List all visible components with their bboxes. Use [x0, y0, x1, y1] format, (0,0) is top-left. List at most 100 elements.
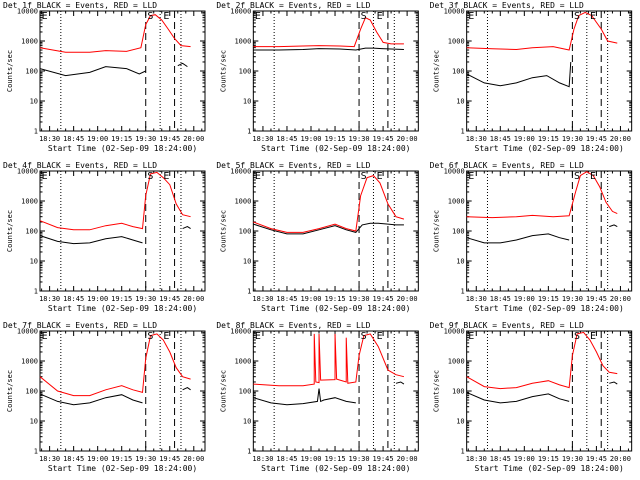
- x-tick-label: 19:45: [159, 455, 180, 463]
- y-axis-label: Counts/sec: [6, 210, 14, 252]
- x-tick-label: 18:30: [252, 135, 273, 143]
- lld-series-line: [466, 331, 618, 390]
- events-series-line: [182, 226, 191, 230]
- events-series-line: [253, 388, 356, 406]
- y-tick-label: 10000: [230, 328, 251, 336]
- y-tick-label: 100: [239, 228, 252, 236]
- lld-series-line: [39, 171, 191, 231]
- x-tick-label: 20:00: [610, 295, 631, 303]
- y-axis-label: Counts/sec: [219, 370, 227, 412]
- x-tick-label: 19:30: [562, 295, 583, 303]
- y-tick-label: 100: [452, 388, 465, 396]
- segment-marker-label: S: [147, 331, 153, 342]
- chart-title: Det 9f BLACK = Events, RED = LLD: [430, 321, 584, 330]
- lld-series-line: [466, 11, 618, 51]
- y-tick-label: 100: [25, 228, 38, 236]
- y-tick-label: 10000: [230, 8, 251, 16]
- chart-panel: Det 3f BLACK = Events, RED = LLD 1 10 100 10…: [430, 1, 633, 153]
- y-tick-label: 1000: [448, 358, 465, 366]
- x-tick-label: 19:15: [324, 295, 345, 303]
- x-tick-label: 19:00: [300, 455, 321, 463]
- y-tick-label: 100: [452, 228, 465, 236]
- x-tick-label: 18:30: [39, 295, 60, 303]
- events-series-line: [466, 233, 570, 244]
- lld-series-line: [253, 333, 405, 387]
- y-tick-label: 1000: [234, 358, 251, 366]
- segment-marker-label: S: [147, 171, 153, 182]
- y-tick-label: 10000: [444, 168, 465, 176]
- y-tick-label: 100: [239, 68, 252, 76]
- y-tick-label: 1000: [234, 198, 251, 206]
- y-tick-label: 10: [243, 98, 251, 106]
- x-tick-label: 19:30: [135, 135, 156, 143]
- y-axis-label: Counts/sec: [6, 370, 14, 412]
- x-tick-label: 18:30: [39, 455, 60, 463]
- x-tick-label: 20:00: [183, 135, 204, 143]
- y-tick-label: 1000: [448, 198, 465, 206]
- y-tick-label: 10000: [17, 328, 38, 336]
- plot-frame: [466, 10, 633, 132]
- x-tick-label: 20:00: [397, 455, 418, 463]
- x-axis-label: Start Time (02-Sep-09 18:24:00): [48, 144, 197, 153]
- x-tick-label: 19:00: [87, 455, 108, 463]
- chart-title: Det 5f BLACK = Events, RED = LLD: [216, 161, 370, 170]
- plot-frame: [252, 170, 419, 292]
- x-tick-label: 18:45: [490, 135, 511, 143]
- chart-panel: Det 7f BLACK = Events, RED = LLD 1 10 100 10…: [3, 321, 206, 473]
- x-tick-label: 18:30: [252, 455, 273, 463]
- y-tick-label: 10000: [17, 168, 38, 176]
- segment-marker-label: S: [574, 11, 580, 22]
- x-tick-label: 19:00: [300, 135, 321, 143]
- y-tick-label: 1: [34, 448, 38, 456]
- y-tick-label: 1: [34, 128, 38, 136]
- x-tick-label: 19:15: [111, 135, 132, 143]
- y-axis-label: Counts/sec: [433, 210, 441, 252]
- segment-marker-label: E: [163, 331, 169, 342]
- y-tick-label: 100: [25, 68, 38, 76]
- x-tick-label: 19:15: [111, 295, 132, 303]
- x-tick-label: 19:15: [538, 295, 559, 303]
- segment-marker-label: E: [163, 171, 169, 182]
- lld-series-line: [466, 171, 618, 219]
- y-axis-label: Counts/sec: [219, 210, 227, 252]
- y-tick-label: 10000: [444, 328, 465, 336]
- x-tick-label: 19:45: [586, 295, 607, 303]
- x-tick-label: 18:45: [276, 135, 297, 143]
- segment-marker-label: E: [468, 331, 474, 342]
- x-tick-label: 19:15: [538, 455, 559, 463]
- segment-marker-label: E: [590, 11, 596, 22]
- y-tick-label: 100: [452, 68, 465, 76]
- y-tick-label: 10: [456, 418, 464, 426]
- segment-marker-label: E: [255, 11, 261, 22]
- y-tick-label: 10: [30, 418, 38, 426]
- y-tick-label: 10000: [230, 168, 251, 176]
- y-tick-label: 10: [456, 258, 464, 266]
- y-axis-label: Counts/sec: [433, 50, 441, 92]
- x-tick-label: 20:00: [183, 455, 204, 463]
- x-tick-label: 19:30: [562, 455, 583, 463]
- x-tick-label: 18:30: [466, 135, 487, 143]
- lld-series-line: [253, 17, 404, 48]
- x-tick-label: 19:15: [324, 135, 345, 143]
- events-series-line: [609, 381, 618, 385]
- x-axis-label: Start Time (02-Sep-09 18:24:00): [48, 464, 197, 473]
- x-tick-label: 18:30: [252, 295, 273, 303]
- segment-marker-label: E: [163, 11, 169, 22]
- y-tick-label: 1: [247, 288, 251, 296]
- events-series-line: [609, 224, 618, 228]
- segment-marker-label: E: [255, 331, 261, 342]
- chart-title: Det 6f BLACK = Events, RED = LLD: [430, 161, 584, 170]
- lld-series-line: [39, 14, 191, 53]
- plot-frame: [39, 170, 206, 292]
- events-series-line: [466, 61, 572, 88]
- x-axis-label: Start Time (02-Sep-09 18:24:00): [261, 464, 410, 473]
- chart-title: Det 4f BLACK = Events, RED = LLD: [3, 161, 157, 170]
- segment-marker-label: E: [42, 11, 48, 22]
- x-tick-label: 19:00: [300, 295, 321, 303]
- y-tick-label: 1: [247, 128, 251, 136]
- y-tick-label: 100: [25, 388, 38, 396]
- x-tick-label: 18:45: [63, 135, 84, 143]
- segment-marker-label: S: [361, 11, 367, 22]
- events-series-line: [39, 66, 146, 77]
